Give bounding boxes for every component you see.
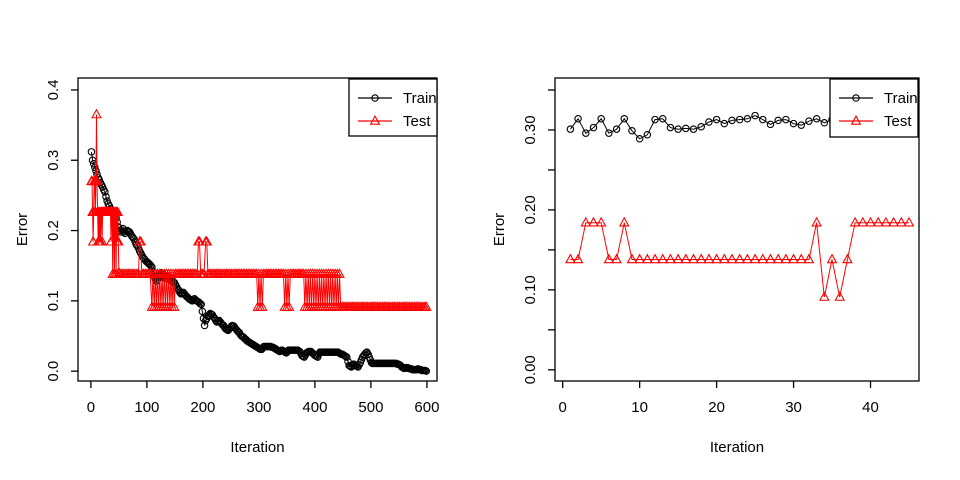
y-tick-label: 0.4 — [45, 80, 62, 101]
y-tick-label: 0.2 — [45, 220, 62, 241]
x-tick-label: 30 — [785, 399, 802, 416]
x-tick-label: 600 — [414, 399, 439, 416]
y-axis: 0.0 0.1 0.2 0.3 0.4 — [45, 80, 78, 382]
series-train — [87, 148, 431, 375]
x-axis-label: Iteration — [230, 439, 284, 456]
x-tick-label: 400 — [302, 399, 327, 416]
y-axis-label: Error — [14, 213, 31, 246]
x-tick-label: 20 — [708, 399, 725, 416]
y-tick-label: 0.00 — [522, 355, 539, 384]
x-tick-label: 300 — [246, 399, 271, 416]
y-tick-label: 0.30 — [522, 115, 539, 144]
y-axis: 0.00 0.10 0.20 0.30 — [522, 89, 555, 384]
plot-box — [554, 77, 920, 382]
left-chart: 0 100 200 300 400 500 600 0.0 0.1 0.2 0.3 0.4 Iterat… — [14, 77, 439, 456]
x-tick-label: 0 — [559, 399, 567, 416]
x-tick-label: 100 — [134, 399, 159, 416]
x-axis: 0 100 200 300 400 500 600 — [87, 381, 439, 416]
x-tick-label: 0 — [87, 399, 95, 416]
plot-box — [77, 77, 438, 382]
legend-label-train: Train — [884, 90, 918, 107]
legend-box — [829, 78, 919, 138]
x-tick-label: 500 — [358, 399, 383, 416]
legend: Train Test — [348, 78, 438, 137]
legend-label-test: Test — [403, 113, 431, 130]
legend-label-train: Train — [403, 90, 437, 107]
legend: Train Test — [829, 78, 919, 138]
x-axis-label: Iteration — [710, 439, 764, 456]
x-axis: 0 10 20 30 40 — [559, 381, 879, 416]
series-test — [86, 108, 432, 311]
x-tick-label: 40 — [862, 399, 879, 416]
legend-label-test: Test — [884, 113, 912, 130]
y-tick-label: 0.3 — [45, 150, 62, 171]
y-tick-label: 0.1 — [45, 290, 62, 311]
series-test — [565, 216, 915, 301]
legend-box — [348, 78, 438, 137]
y-axis-label: Error — [491, 213, 508, 246]
y-tick-label: 0.20 — [522, 195, 539, 224]
y-tick-label: 0.10 — [522, 275, 539, 304]
x-tick-label: 10 — [631, 399, 648, 416]
x-tick-label: 200 — [190, 399, 215, 416]
right-chart: 0 10 20 30 40 0.00 0.10 0.20 0.30 Iteration Error T… — [491, 77, 920, 456]
y-tick-label: 0.0 — [45, 361, 62, 382]
